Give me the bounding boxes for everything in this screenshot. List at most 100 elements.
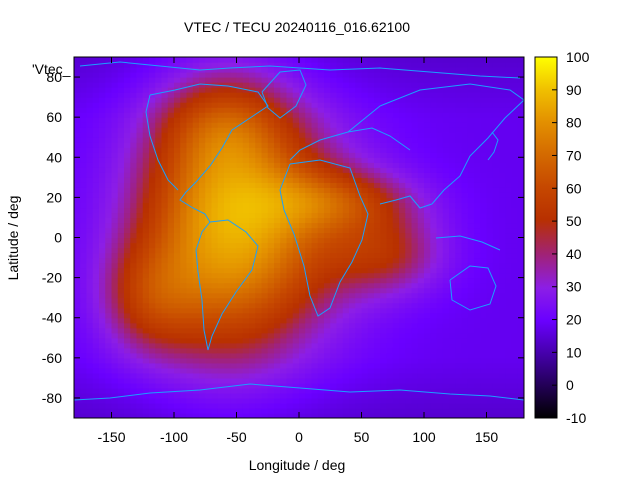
heat-cell	[305, 237, 313, 244]
heat-cell	[174, 312, 181, 319]
heat-cell	[492, 232, 500, 239]
heat-cell	[130, 217, 138, 224]
heat-cell	[342, 312, 350, 319]
heat-cell	[355, 122, 363, 128]
heat-cell	[86, 152, 94, 158]
heat-cell	[217, 262, 225, 269]
heat-cell	[136, 357, 144, 364]
heat-cell	[286, 277, 294, 284]
heat-cell	[361, 327, 369, 334]
heat-cell	[267, 312, 275, 319]
heat-cell	[442, 92, 450, 98]
heat-cell	[467, 217, 475, 224]
heat-cell	[367, 287, 375, 294]
heat-cell	[192, 362, 200, 369]
heat-cell	[455, 127, 463, 133]
heat-cell	[142, 202, 150, 209]
heat-cell	[505, 272, 513, 279]
heat-cell	[455, 147, 463, 153]
heat-cell	[149, 197, 156, 203]
heat-cell	[211, 232, 219, 239]
heat-cell	[99, 57, 106, 63]
heat-cell	[311, 367, 319, 374]
heat-cell	[480, 147, 488, 153]
heat-cell	[399, 87, 406, 93]
heat-cell	[386, 82, 394, 88]
heat-cell	[486, 402, 494, 409]
heat-cell	[224, 332, 231, 339]
heat-cell	[205, 277, 213, 284]
heat-cell	[211, 387, 219, 394]
heat-cell	[392, 112, 400, 118]
heat-cell	[255, 217, 263, 224]
heat-cell	[167, 197, 175, 203]
heat-cell	[86, 312, 94, 319]
heat-cell	[161, 252, 169, 259]
heat-cell	[261, 207, 269, 214]
heat-cell	[149, 392, 156, 399]
heat-cell	[480, 92, 488, 98]
heat-cell	[355, 387, 363, 394]
heat-cell	[274, 397, 281, 404]
heat-cell	[449, 72, 456, 78]
heat-cell	[467, 57, 475, 63]
heat-cell	[292, 207, 300, 214]
heat-cell	[149, 352, 156, 359]
heat-cell	[361, 127, 369, 133]
heat-cell	[311, 157, 319, 163]
heat-cell	[386, 232, 394, 239]
heat-cell	[180, 322, 188, 329]
heat-cell	[436, 322, 444, 329]
heat-cell	[192, 302, 200, 309]
heat-cell	[142, 242, 150, 249]
heat-cell	[230, 322, 238, 329]
heat-cell	[305, 387, 313, 394]
heat-cell	[142, 167, 150, 173]
heat-cell	[374, 342, 381, 349]
heat-cell	[286, 377, 294, 384]
heat-cell	[230, 302, 238, 309]
heat-cell	[392, 177, 400, 183]
heat-cell	[336, 257, 344, 264]
heat-cell	[324, 352, 331, 359]
heat-cell	[342, 322, 350, 329]
heat-cell	[349, 287, 356, 294]
heat-cell	[442, 192, 450, 198]
heat-cell	[324, 142, 331, 148]
heat-cell	[330, 157, 338, 163]
heat-cell	[492, 112, 500, 118]
heat-cell	[417, 222, 425, 229]
heat-cell	[80, 387, 88, 394]
heat-cell	[267, 167, 275, 173]
heat-cell	[249, 347, 256, 354]
heat-cell	[405, 352, 413, 359]
heat-cell	[167, 72, 175, 78]
heat-cell	[486, 97, 494, 103]
heat-cell	[86, 327, 94, 334]
heat-cell	[505, 292, 513, 299]
heat-cell	[267, 327, 275, 334]
heat-cell	[74, 122, 81, 128]
heat-cell	[380, 372, 388, 379]
heat-cell	[130, 372, 138, 379]
heat-cell	[380, 112, 388, 118]
heat-cell	[224, 77, 231, 83]
heat-cell	[474, 182, 481, 188]
heat-cell	[99, 297, 106, 304]
heat-cell	[480, 382, 488, 389]
heat-cell	[242, 157, 250, 163]
heat-cell	[174, 302, 181, 309]
heat-cell	[330, 402, 338, 409]
heat-cell	[186, 377, 194, 384]
heat-cell	[180, 177, 188, 183]
heat-cell	[349, 352, 356, 359]
heat-cell	[436, 122, 444, 128]
heat-cell	[361, 292, 369, 299]
heat-cell	[99, 127, 106, 133]
heat-cell	[467, 77, 475, 83]
heat-cell	[136, 302, 144, 309]
heat-cell	[505, 357, 513, 364]
heat-cell	[405, 182, 413, 188]
heat-cell	[349, 302, 356, 309]
heat-cell	[274, 297, 281, 304]
